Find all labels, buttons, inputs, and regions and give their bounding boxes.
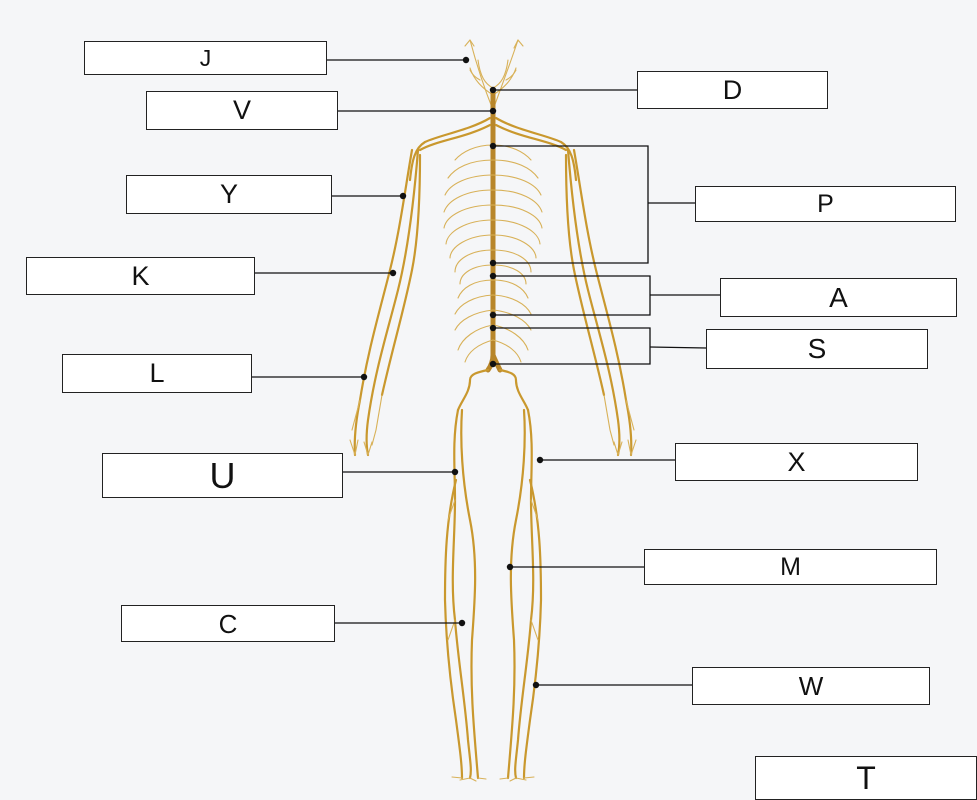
left-leg-nerves [443, 408, 480, 780]
label-A-text: A [829, 281, 848, 313]
dot-P-top [489, 142, 497, 150]
dot-V [489, 107, 497, 115]
label-box-Y[interactable]: Y [126, 175, 332, 214]
label-U-text: U [209, 454, 236, 496]
label-box-C[interactable]: C [121, 605, 335, 642]
label-box-V[interactable]: V [146, 91, 338, 130]
dot-A-top [489, 272, 497, 280]
label-J-text: J [199, 44, 212, 71]
shoulder-nerves [408, 116, 578, 182]
leader-dots [360, 56, 544, 689]
leader-S [649, 346, 707, 349]
label-box-L[interactable]: L [62, 354, 252, 393]
dot-X [536, 456, 544, 464]
dot-M [506, 563, 514, 571]
dot-D [489, 86, 497, 94]
intercostal-nerves [443, 144, 543, 363]
dot-W [532, 681, 540, 689]
label-box-W[interactable]: W [692, 667, 930, 705]
label-box-D[interactable]: D [637, 71, 828, 109]
dot-P-bottom [489, 259, 497, 267]
label-box-X[interactable]: X [675, 443, 918, 481]
label-W-text: W [798, 671, 824, 701]
label-C-text: C [218, 608, 238, 639]
dot-J [462, 56, 470, 64]
label-box-S[interactable]: S [706, 329, 928, 369]
label-box-U[interactable]: U [102, 453, 343, 498]
label-box-T[interactable]: T [755, 756, 977, 800]
pelvic-nerves [456, 368, 530, 412]
label-M-text: M [780, 552, 801, 581]
dot-S-bottom [489, 360, 497, 368]
nerve-illustration [349, 39, 637, 782]
left-arm-nerves [353, 148, 422, 457]
dot-C [458, 619, 466, 627]
right-arm-nerves [564, 148, 633, 457]
label-L-text: L [149, 358, 165, 388]
dot-A-bottom [489, 311, 497, 319]
right-leg-nerves [506, 408, 543, 780]
dot-L [360, 373, 368, 381]
bracket-A [493, 275, 651, 316]
dot-K [389, 269, 397, 277]
label-P-text: P [817, 189, 834, 218]
label-box-A[interactable]: A [720, 278, 957, 317]
label-box-M[interactable]: M [644, 549, 937, 585]
label-T-text: T [856, 760, 876, 796]
bracket-P [493, 145, 649, 264]
label-S-text: S [807, 333, 827, 364]
label-box-J[interactable]: J [84, 41, 327, 75]
dot-Y [399, 192, 407, 200]
label-V-text: V [232, 95, 251, 125]
leader-lines [251, 59, 720, 686]
label-Y-text: Y [219, 179, 238, 209]
label-box-K[interactable]: K [26, 257, 255, 295]
label-K-text: K [131, 260, 150, 291]
bracket-S [493, 327, 651, 365]
dot-S-top [489, 324, 497, 332]
dot-U [451, 468, 459, 476]
label-X-text: X [787, 446, 806, 477]
label-box-P[interactable]: P [695, 186, 956, 222]
label-D-text: D [722, 74, 743, 105]
